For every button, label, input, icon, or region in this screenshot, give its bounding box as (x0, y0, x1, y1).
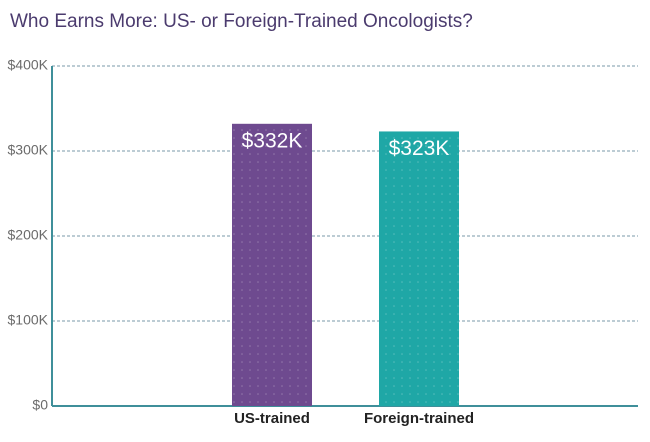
y-tick-label: $300K (8, 142, 49, 158)
bar-texture (379, 131, 459, 406)
y-tick-label: $200K (8, 227, 49, 243)
bar-texture (232, 123, 312, 407)
value-label: $332K (242, 129, 303, 152)
x-tick-label: Foreign-trained (364, 410, 474, 427)
y-tick-label: $400K (8, 57, 49, 73)
chart-title: Who Earns More: US- or Foreign-Trained O… (10, 11, 473, 32)
value-label: $323K (389, 137, 450, 160)
y-tick-label: $100K (8, 312, 49, 328)
y-tick-label: $0 (32, 397, 48, 413)
x-tick-label: US-trained (234, 410, 310, 427)
